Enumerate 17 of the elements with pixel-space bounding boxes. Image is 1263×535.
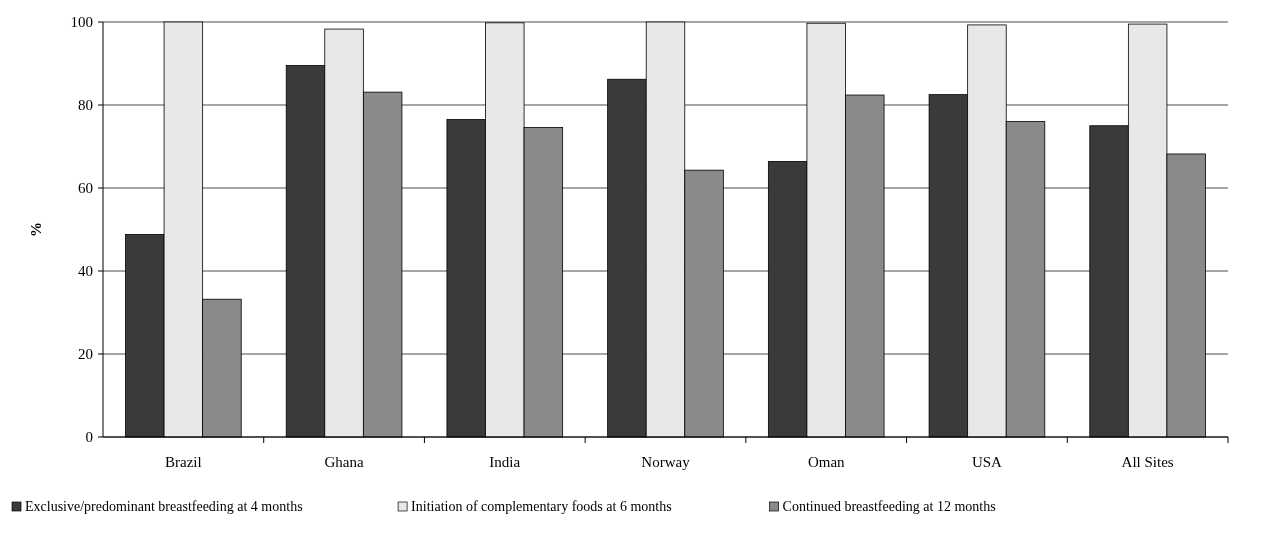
x-tick-label: Ghana [324,454,364,470]
legend-label: Exclusive/predominant breastfeeding at 4 months [25,499,303,514]
x-tick-label: Oman [807,454,846,470]
x-tick-label: USA [971,454,1003,470]
y-tick-label: 20 [78,346,93,363]
legend-label: Initiation of complementary foods at 6 months [411,499,672,514]
y-tick-label: 100 [70,14,93,31]
x-tick-label: All Sites [1121,454,1174,470]
y-tick-label: 40 [78,263,93,280]
x-tick-label: India [489,454,521,470]
legend-label: Continued breastfeeding at 12 months [782,499,996,514]
y-tick-label: 60 [78,180,93,197]
y-axis-title: % [28,222,44,237]
x-tick-label: Norway [641,454,691,470]
x-tick-label: Brazil [165,454,202,470]
y-tick-label: 80 [78,97,93,114]
y-tick-label: 0 [85,429,93,446]
